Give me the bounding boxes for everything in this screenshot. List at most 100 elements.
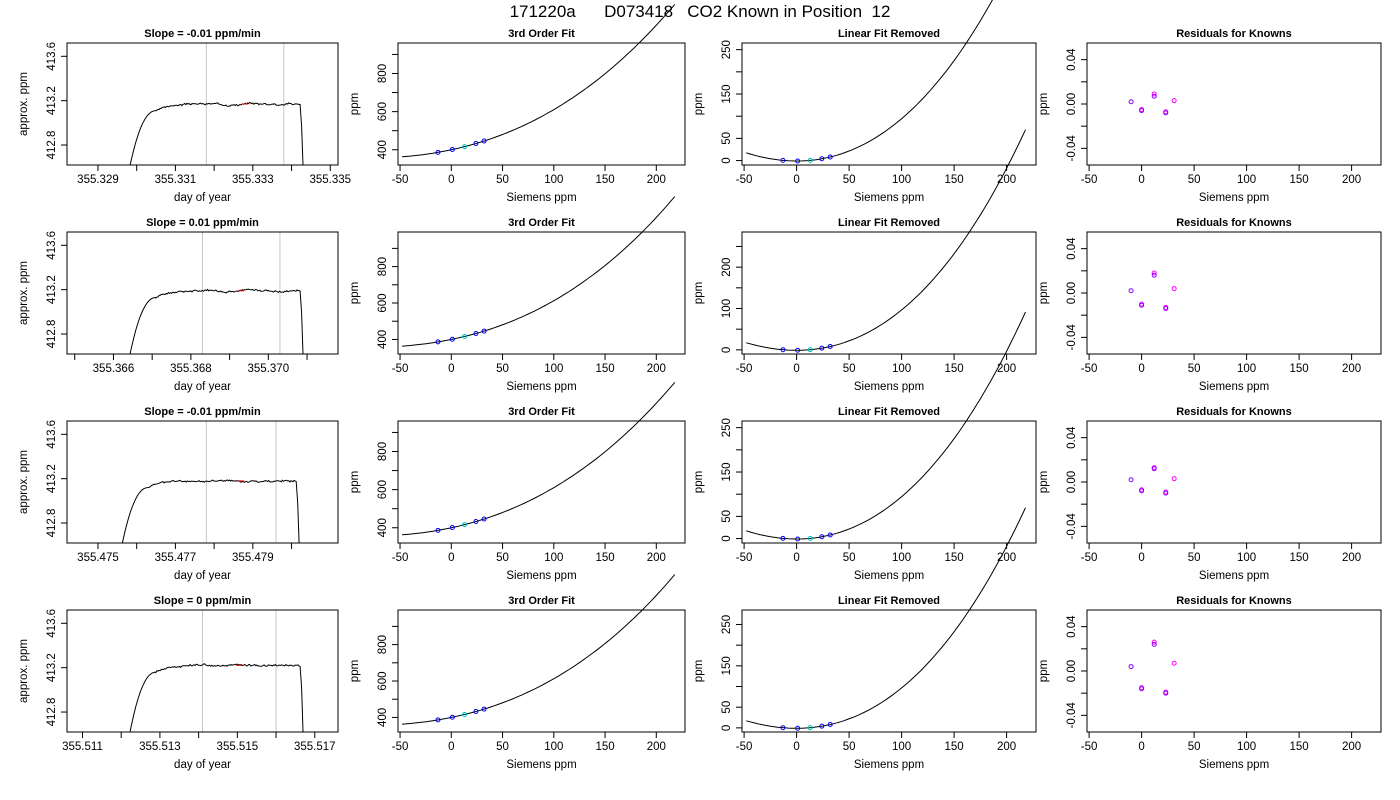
known-point [462,144,468,150]
linear-panel-ytick-label: 200 [721,258,733,277]
time-panel-title: Slope = -0.01 ppm/min [144,406,261,418]
time-panel-xlabel: day of year [174,759,231,771]
fit-panel-ytick-label: 400 [377,330,389,349]
residual-panel-xlabel: Siemens ppm [1199,192,1269,204]
fit-panel-ytick-label: 600 [377,293,389,312]
residual-point [1171,286,1177,292]
time-panel-ytick-label: 412.8 [46,131,58,160]
time-panel-ytick-label: 413.2 [46,275,58,304]
time-panel-xtick-label: 355.515 [217,741,259,753]
linear-panel-xtick-label: 50 [843,552,856,564]
known-point [807,347,813,353]
known-point [780,157,786,163]
fit-panel-ytick-label: 800 [377,257,389,276]
residual-panel-xtick-label: 200 [1342,174,1361,186]
time-panel-ylabel: approx. ppm [18,72,30,136]
time-panel-ytick-label: 413.2 [46,464,58,493]
time-panel-ytick-label: 413.2 [46,86,58,115]
linear-panel-ylabel: ppm [693,93,705,115]
fit-panel: 3rd Order Fit Siemens ppm ppm -50 0 50 100 150 2… [349,382,686,582]
linear-panel-title: Linear Fit Removed [838,28,940,40]
linear-panel-ytick-label: 50 [721,510,733,523]
linear-panel-ylabel: ppm [693,660,705,682]
linear-panel-xtick-label: 200 [997,174,1016,186]
residual-panel-xtick-label: 150 [1290,174,1309,186]
fit-panel: 3rd Order Fit Siemens ppm ppm -50 0 50 100 150 2… [349,574,686,771]
time-panel-frame [66,42,339,166]
linear-panel: Linear Fit Removed Siemens ppm ppm -50 0 50 10… [693,129,1037,393]
time-panel-ylabel: approx. ppm [18,639,30,703]
linear-panel-title: Linear Fit Removed [838,406,940,418]
fit-panel-xtick-label: 100 [544,174,563,186]
known-point [827,722,833,728]
residual-panel-ytick-label: 0.04 [1066,237,1078,260]
known-point [435,339,441,345]
concentration-trace [129,288,304,354]
fit-panel: 3rd Order Fit Siemens ppm ppm -50 0 50 100 150 2… [349,4,686,204]
residual-point [1163,690,1169,696]
time-panel: Slope = 0.01 ppm/min day of year approx. p… [18,217,339,393]
fit-panel-ytick-label: 400 [377,518,389,537]
known-point [780,535,786,541]
residual-panel-xtick-label: 50 [1188,174,1201,186]
residual-point [1151,93,1157,99]
fit-panel-xlabel: Siemens ppm [506,381,576,393]
residual-panel-ytick-label: 0.00 [1066,660,1078,682]
time-panel-xtick-label: 355.479 [232,552,274,564]
fit-panel-ytick-label: 800 [377,635,389,654]
known-point [807,157,813,163]
known-point [827,154,833,160]
residual-point [1163,490,1169,496]
residual-point [1151,91,1157,97]
residual-panel-ytick-label: 0.04 [1066,615,1078,638]
time-panel-title: Slope = 0.01 ppm/min [146,217,259,229]
linear-panel-ytick-label: 50 [721,132,733,145]
time-panel-xtick-label: 355.366 [93,363,135,375]
residual-panel-xtick-label: 100 [1237,741,1256,753]
residual-panel-xtick-label: 200 [1342,363,1361,375]
linear-panel-xtick-label: 50 [843,741,856,753]
residual-point [1139,686,1145,692]
known-point [462,522,468,528]
linear-panel-xtick-label: 150 [945,363,964,375]
fit-panel-frame [397,609,686,733]
residual-curve [746,0,993,162]
fit-panel-xtick-label: 150 [595,741,614,753]
linear-panel-xtick-label: 0 [793,741,799,753]
linear-panel-frame [741,609,1037,733]
residual-panel-ytick-label: 0.00 [1066,282,1078,304]
fit-panel-xtick-label: 100 [544,741,563,753]
linear-panel-ytick-label: 250 [721,615,733,634]
residual-point [1128,477,1134,483]
fit-panel-frame [397,231,686,355]
fit-panel-xtick-label: -50 [392,552,409,564]
residual-panel-ylabel: ppm [1038,471,1050,493]
fit-curve [402,574,676,725]
time-panel-title: Slope = -0.01 ppm/min [144,28,261,40]
fit-panel-title: 3rd Order Fit [508,595,575,607]
residual-point [1139,302,1145,308]
residual-panel-frame [1086,609,1382,733]
linear-panel-xtick-label: 150 [945,174,964,186]
known-point [807,725,813,731]
linear-panel-xlabel: Siemens ppm [854,381,924,393]
residual-panel: Residuals for Knowns Siemens ppm ppm -50 0 50… [1038,406,1382,582]
residual-panel-xtick-label: 0 [1138,552,1144,564]
fit-panel-ytick-label: 800 [377,64,389,83]
time-panel-ytick-label: 412.8 [46,698,58,727]
linear-panel-xtick-label: 100 [892,552,911,564]
residual-point [1171,98,1177,104]
fit-panel-title: 3rd Order Fit [508,217,575,229]
fit-panel-xlabel: Siemens ppm [506,570,576,582]
fit-curve [402,4,676,158]
residual-panel-ytick-label: 0.00 [1066,93,1078,115]
time-panel-xlabel: day of year [174,570,231,582]
fit-panel-frame [397,420,686,544]
concentration-trace [129,663,304,732]
fit-panel-ylabel: ppm [349,660,361,682]
linear-panel-xlabel: Siemens ppm [854,192,924,204]
residual-point [1171,660,1177,666]
residual-panel-title: Residuals for Knowns [1176,217,1292,229]
fit-panel: 3rd Order Fit Siemens ppm ppm -50 0 50 100 150 2… [349,196,686,393]
known-point [827,344,833,350]
